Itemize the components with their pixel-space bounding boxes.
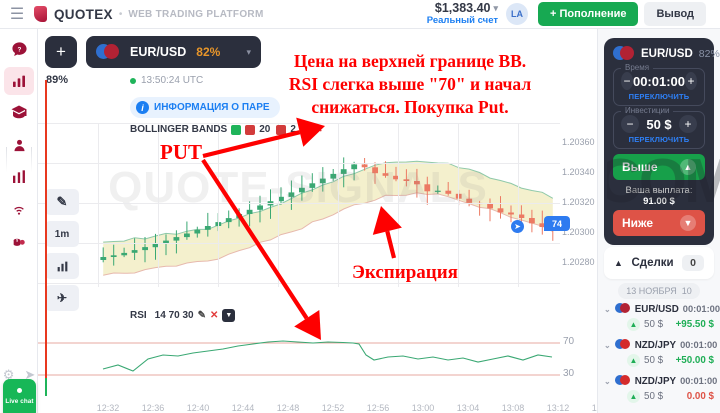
svg-text:$: $	[16, 239, 18, 243]
svg-text:?: ?	[17, 46, 21, 53]
